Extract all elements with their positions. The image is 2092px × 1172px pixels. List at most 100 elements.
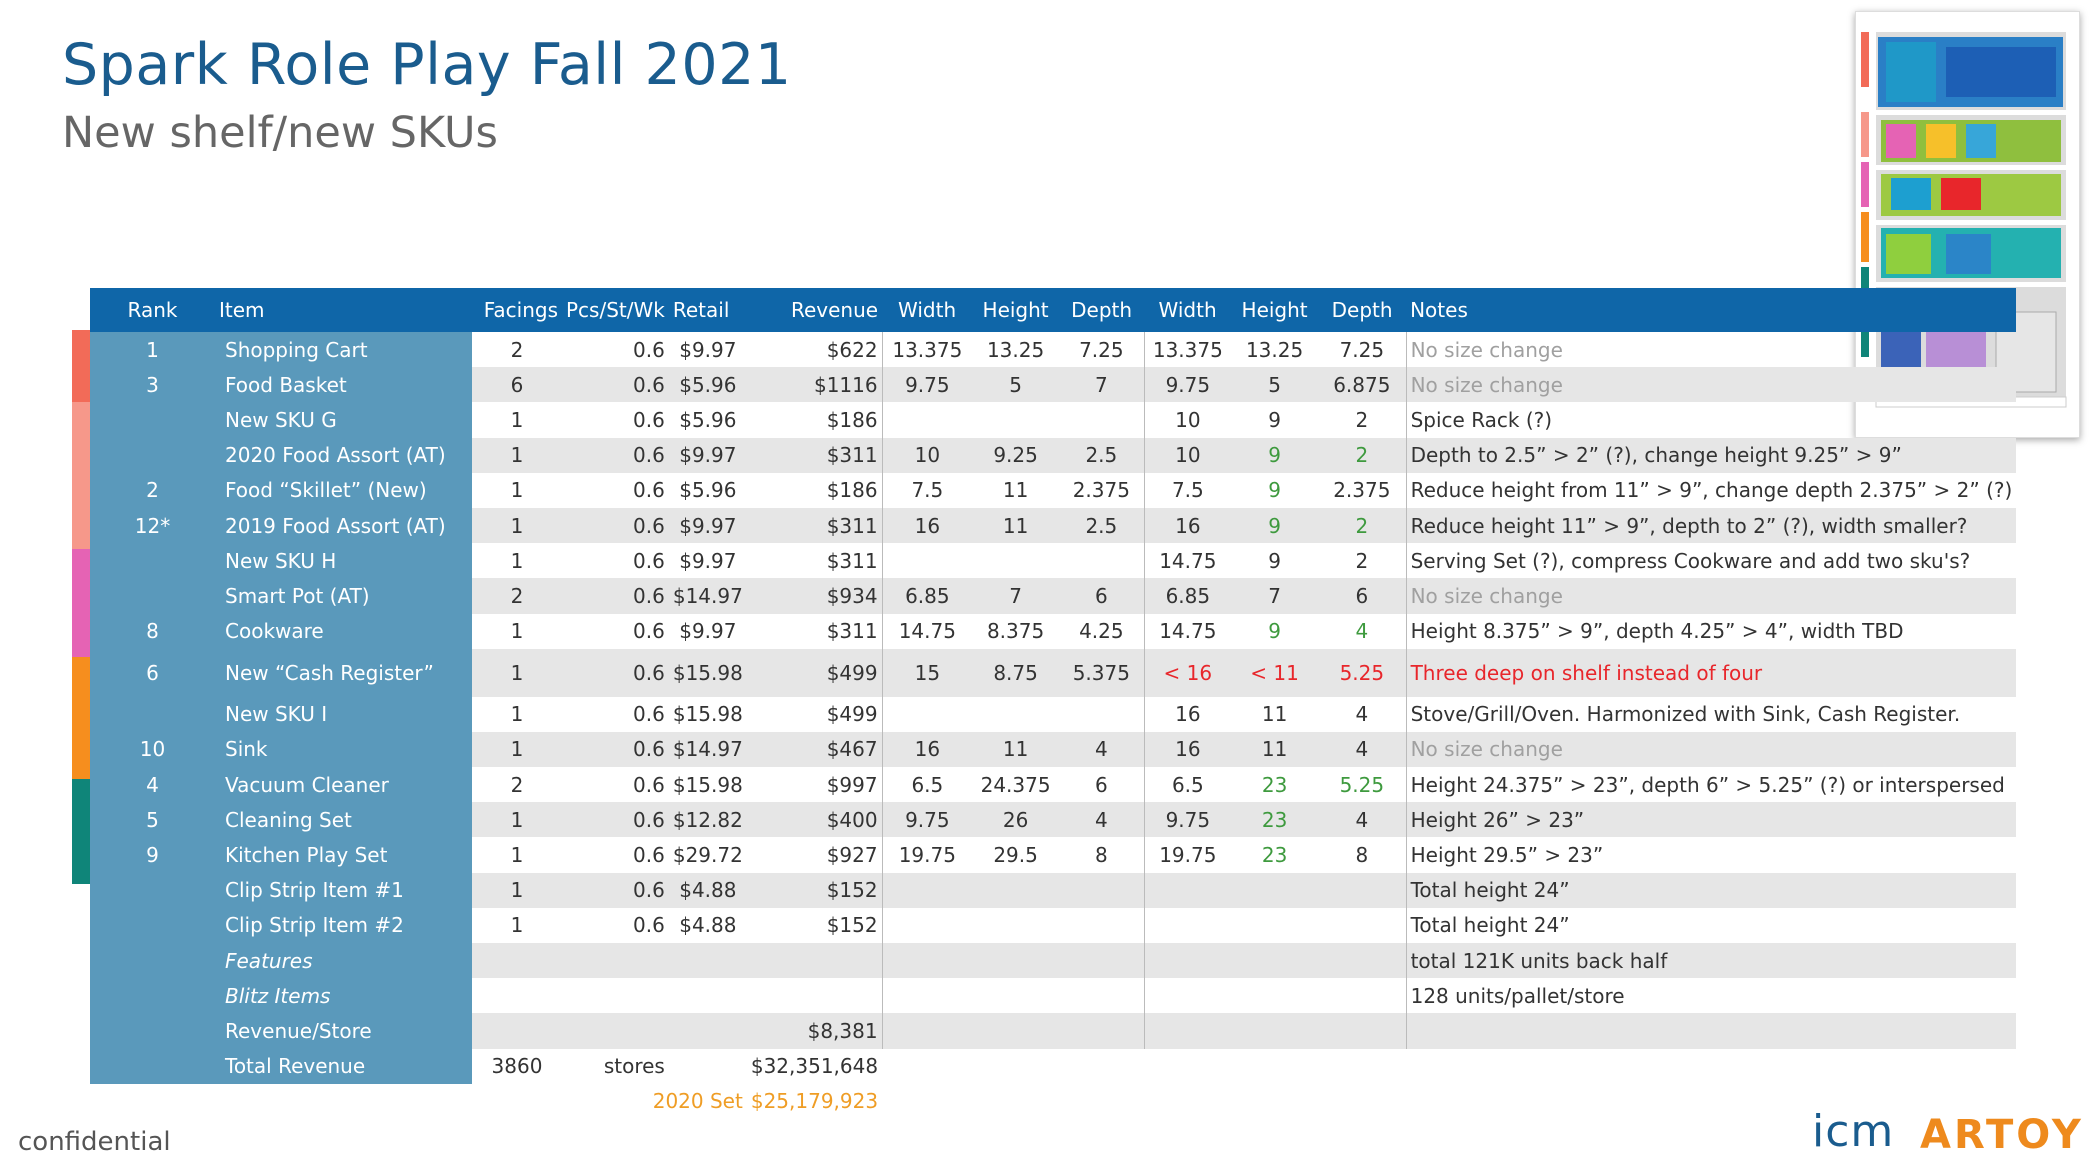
cell-rank — [90, 402, 215, 438]
cell-facings: 1 — [472, 731, 562, 768]
cell-rank — [90, 578, 215, 614]
cell-ch: 8.375 — [986, 619, 1045, 644]
summary-row: Total Revenue 3860 stores $32,351,648 — [90, 1048, 2016, 1084]
cell-retail: $4.88 — [679, 913, 737, 938]
cell-cw: 9.75 — [881, 802, 973, 838]
cell-nw — [1143, 978, 1232, 1014]
cell-facings: 1 — [510, 843, 524, 868]
cell-pcs — [562, 978, 669, 1013]
cell-ch: 24.375 — [980, 772, 1051, 797]
summary-cell — [1405, 1013, 2017, 1049]
cell-cd: 5.375 — [1059, 648, 1145, 697]
cell-nd — [1318, 872, 1407, 908]
cell-facings: 2 — [510, 337, 524, 362]
cell-cd — [1059, 978, 1144, 1013]
cell-retail: $15.98 — [672, 702, 743, 727]
cell-nh: 23 — [1231, 802, 1319, 838]
cell-facings: 1 — [472, 872, 562, 908]
summary-cell — [882, 1049, 2016, 1084]
cell-item: Smart Pot (AT) — [215, 578, 472, 614]
cell-rank — [90, 907, 215, 943]
cell-nd: 8 — [1355, 843, 1369, 868]
table-row: 4 Vacuum Cleaner 2 0.6 $15.98 $997 6.5 24.375 6 6… — [90, 767, 2017, 803]
cell-ch — [972, 943, 1060, 979]
cell-nw: 9.75 — [1143, 367, 1232, 403]
store-count: 3860 — [491, 1054, 543, 1079]
cell-facings: 1 — [472, 648, 562, 697]
cell-notes: Reduce height 11” > 9”, depth to 2” (?),… — [1405, 507, 2017, 544]
summary-cell — [90, 1048, 215, 1084]
cell-nd: 2 — [1318, 437, 1407, 473]
cell-facings: 1 — [472, 437, 562, 473]
cell-facings — [472, 943, 562, 979]
cell-retail: $5.96 — [668, 367, 747, 403]
cell-cd: 8 — [1094, 843, 1108, 868]
rank-color-bar-1 — [72, 330, 90, 402]
cell-ch — [972, 908, 1059, 943]
cell-rank — [90, 696, 215, 732]
cell-notes: Height 29.5” > 23” — [1405, 837, 2017, 873]
cell-pcs: 0.6 — [562, 367, 669, 403]
cell-retail: $9.97 — [679, 337, 737, 362]
table-row: 10 Sink 1 0.6 $14.97 $467 16 11 4 16 11 4 No size ch… — [90, 731, 2017, 768]
cell-nh: 7 — [1231, 578, 1319, 614]
cell-revenue: $186 — [826, 478, 878, 503]
cell-nw — [1143, 872, 1232, 908]
cell-notes: No size change — [1405, 731, 2017, 768]
cell-rank — [90, 943, 215, 979]
cell-pcs: 0.6 — [633, 407, 665, 432]
cell-revenue — [746, 943, 883, 979]
cell-nh: < 11 — [1231, 648, 1319, 697]
cell-nh: 9 — [1268, 548, 1281, 573]
cell-nw: 13.375 — [1143, 332, 1232, 368]
table-row: 8 Cookware 1 0.6 $9.97 $311 14.75 8.375 4.25 14.7… — [90, 613, 2017, 649]
cell-facings: 1 — [510, 702, 524, 727]
column-header: Width — [1144, 288, 1232, 332]
cell-retail: $12.82 — [668, 802, 747, 838]
cell-revenue: $186 — [826, 407, 878, 432]
column-header: Item — [215, 288, 472, 332]
cell-notes: Spice Rack (?) — [1405, 402, 2017, 438]
cell-item: Clip Strip Item #2 — [215, 907, 472, 943]
cell-nh: 9 — [1268, 619, 1281, 644]
cell-cw — [881, 907, 973, 943]
rank-color-bar-4 — [72, 657, 90, 779]
cell-nw: 14.75 — [1143, 613, 1232, 649]
cell-cd — [1059, 697, 1144, 732]
cell-cw: 6.5 — [881, 767, 973, 803]
cell-nd: 2.375 — [1333, 478, 1391, 503]
cell-revenue: $152 — [826, 913, 878, 938]
cell-retail: $5.96 — [679, 478, 737, 503]
cell-cw: 10 — [881, 437, 973, 473]
cell-item: New SKU H — [215, 543, 472, 579]
cell-nd: 4 — [1318, 731, 1407, 768]
cell-revenue: $311 — [826, 619, 878, 644]
cell-notes: total 121K units back half — [1405, 943, 2017, 979]
cell-rank: 2 — [90, 472, 215, 508]
rank-color-bar-2 — [72, 402, 90, 549]
column-header: Height — [1231, 288, 1319, 332]
cell-retail — [669, 978, 747, 1013]
cell-rank: 3 — [90, 367, 215, 403]
column-header: Height — [972, 288, 1060, 332]
cell-cw — [881, 402, 973, 438]
cell-retail: $15.98 — [672, 772, 743, 797]
cell-rank: 1 — [90, 332, 215, 368]
cell-notes: Total height 24” — [1405, 872, 2017, 908]
group-2021: 2021 — [1249, 256, 1301, 280]
cell-cd: 2.5 — [1059, 507, 1145, 544]
cell-pcs: 0.6 — [562, 802, 669, 838]
set-2020-value: $25,179,923 — [750, 1089, 879, 1114]
cell-cd — [1059, 402, 1144, 437]
table-row: Smart Pot (AT) 2 0.6 $14.97 $934 6.85 7 6 6.85 7 6… — [90, 578, 2017, 614]
cell-nw: 14.75 — [1143, 543, 1232, 579]
cell-ch: 11 — [972, 731, 1060, 768]
cell-facings: 1 — [510, 407, 524, 432]
cell-rank — [90, 543, 215, 579]
cell-pcs: 0.6 — [633, 772, 665, 797]
cell-nw — [1143, 907, 1232, 943]
cell-nh — [1231, 978, 1318, 1013]
summary-cell — [881, 1013, 1145, 1049]
cell-ch — [972, 872, 1060, 908]
cell-pcs: 0.6 — [633, 478, 665, 503]
